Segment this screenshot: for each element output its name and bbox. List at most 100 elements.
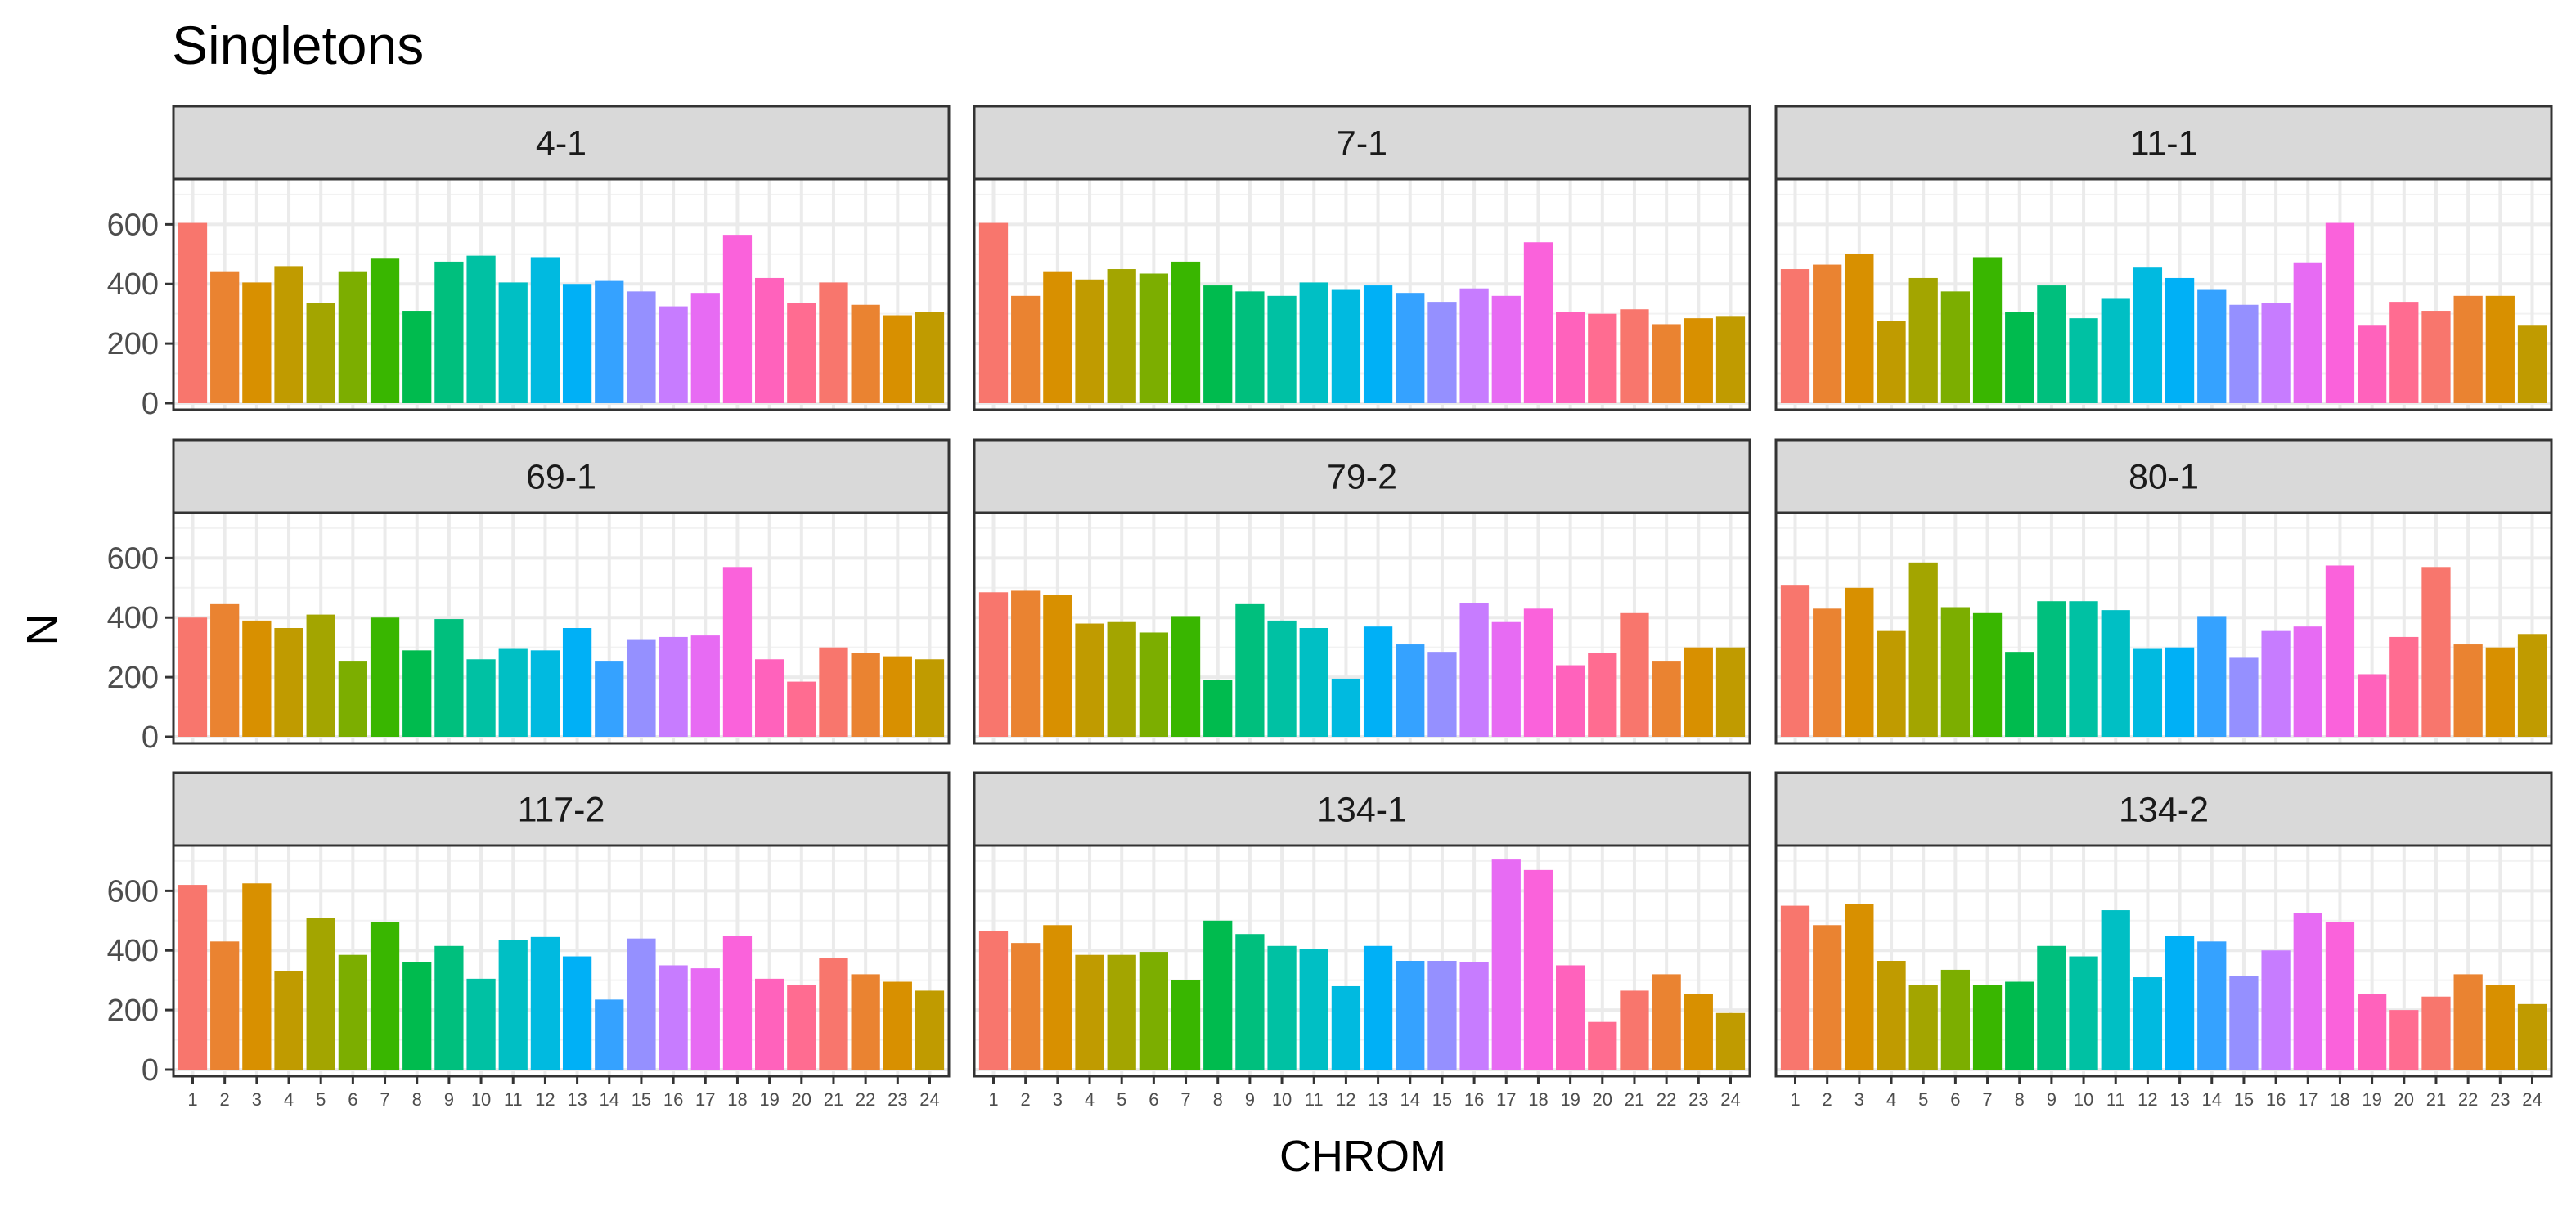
x-tick-label: 8 [1213, 1089, 1223, 1110]
bar-79-2-chrom-8 [1203, 680, 1233, 737]
bar-79-2-chrom-24 [1715, 647, 1746, 737]
bar-69-1-chrom-20 [787, 681, 816, 737]
bar-79-2-chrom-12 [1331, 678, 1361, 737]
bar-69-1-chrom-4 [274, 628, 303, 737]
panel-border [973, 511, 1751, 745]
x-tick-label: 19 [2362, 1089, 2381, 1110]
bar-80-1-chrom-2 [1813, 608, 1842, 737]
bar-134-2-chrom-21 [2421, 996, 2451, 1070]
bar-134-2-chrom-20 [2389, 1010, 2419, 1070]
bar-4-1-chrom-6 [338, 271, 367, 403]
bar-4-1-chrom-18 [722, 235, 753, 403]
bar-11-1-chrom-21 [2421, 311, 2451, 403]
x-tick-label: 21 [824, 1089, 843, 1110]
bar-134-1-chrom-24 [1715, 1012, 1746, 1070]
bar-79-2-chrom-9 [1235, 604, 1265, 737]
bar-11-1-chrom-13 [2165, 277, 2195, 403]
bar-69-1-chrom-19 [755, 659, 784, 737]
bar-134-1-chrom-5 [1107, 954, 1136, 1070]
bar-7-1-chrom-12 [1331, 289, 1361, 403]
x-tick-label: 11 [504, 1089, 523, 1110]
bar-134-1-chrom-2 [1011, 943, 1041, 1070]
x-tick-label: 6 [348, 1089, 357, 1110]
bar-11-1-chrom-6 [1940, 291, 1970, 403]
x-tick-label: 4 [284, 1089, 294, 1110]
x-tick-label: 21 [2426, 1089, 2446, 1110]
facet-strip [973, 771, 1751, 847]
x-tick-label: 1 [1790, 1089, 1800, 1110]
bar-134-1-chrom-4 [1075, 954, 1104, 1070]
facet-strip-label: 80-1 [2129, 458, 2199, 497]
x-tick-label: 15 [632, 1089, 651, 1110]
x-tick-label: 2 [1021, 1089, 1031, 1110]
bar-7-1-chrom-4 [1075, 279, 1104, 403]
x-tick-label: 11 [2106, 1089, 2125, 1110]
bar-79-2-chrom-22 [1652, 661, 1681, 737]
x-tick-label: 2 [220, 1089, 230, 1110]
x-tick-label: 1 [988, 1089, 998, 1110]
facet-panel-7-1: 7-1 [973, 105, 1751, 411]
bar-79-2-chrom-23 [1684, 647, 1713, 737]
bar-7-1-chrom-21 [1620, 309, 1649, 403]
x-tick-label: 3 [1053, 1089, 1063, 1110]
bar-69-1-chrom-12 [530, 650, 560, 737]
bar-4-1-chrom-15 [627, 291, 656, 403]
bar-134-2-chrom-17 [2293, 913, 2322, 1070]
bar-11-1-chrom-20 [2389, 302, 2419, 403]
bar-7-1-chrom-14 [1396, 293, 1425, 403]
x-tick-label: 23 [888, 1089, 907, 1110]
bar-69-1-chrom-9 [434, 619, 464, 737]
bar-134-2-chrom-16 [2261, 950, 2291, 1070]
x-tick-label: 24 [919, 1089, 939, 1110]
bar-7-1-chrom-13 [1363, 285, 1393, 403]
x-tick-label: 18 [2330, 1089, 2349, 1110]
bar-134-2-chrom-24 [2517, 1003, 2547, 1070]
y-tick-label: 0 [142, 387, 159, 421]
facet-strip-label: 134-2 [2119, 791, 2209, 830]
facet-panel-134-2: 134-21 2 3 4 5 6 7 8 9 10 11 12 13 14 15 16 17 18 19 20 21 22… [1774, 771, 2553, 1110]
bar-11-1-chrom-16 [2261, 303, 2291, 403]
x-tick-label: 7 [380, 1089, 389, 1110]
bar-80-1-chrom-21 [2421, 567, 2451, 737]
bar-7-1-chrom-20 [1588, 313, 1617, 403]
bar-7-1-chrom-23 [1684, 318, 1713, 403]
bar-4-1-chrom-23 [883, 315, 912, 403]
x-tick-label: 20 [2394, 1089, 2414, 1110]
bar-134-1-chrom-17 [1491, 859, 1521, 1070]
bar-4-1-chrom-2 [210, 271, 240, 403]
bar-4-1-chrom-20 [787, 303, 816, 403]
bar-11-1-chrom-24 [2517, 325, 2547, 403]
bar-4-1-chrom-12 [530, 257, 560, 403]
bar-4-1-chrom-11 [498, 282, 528, 403]
bar-79-2-chrom-10 [1267, 620, 1297, 737]
bar-79-2-chrom-2 [1011, 590, 1041, 737]
bar-11-1-chrom-22 [2453, 295, 2483, 403]
x-tick-label: 15 [1432, 1089, 1452, 1110]
x-tick-label: 5 [1117, 1089, 1126, 1110]
bar-134-1-chrom-20 [1588, 1021, 1617, 1070]
bar-79-2-chrom-17 [1491, 621, 1521, 737]
bar-7-1-chrom-2 [1011, 295, 1041, 403]
bar-134-1-chrom-12 [1331, 985, 1361, 1070]
bar-69-1-chrom-15 [627, 639, 656, 737]
bar-117-2-chrom-9 [434, 945, 464, 1070]
bar-69-1-chrom-16 [659, 636, 688, 737]
bar-7-1-chrom-3 [1043, 271, 1072, 403]
facet-strip-label: 117-2 [518, 791, 605, 830]
x-tick-label: 16 [1464, 1089, 1484, 1110]
bar-11-1-chrom-12 [2133, 267, 2163, 403]
bar-134-1-chrom-11 [1299, 949, 1328, 1070]
bar-80-1-chrom-15 [2229, 657, 2259, 737]
bar-11-1-chrom-7 [1972, 257, 2003, 403]
x-tick-label: 4 [1085, 1089, 1095, 1110]
bar-117-2-chrom-8 [402, 962, 432, 1070]
bar-80-1-chrom-8 [2005, 652, 2034, 737]
bar-134-2-chrom-19 [2358, 994, 2387, 1070]
x-tick-label: 8 [2015, 1089, 2025, 1110]
x-tick-label: 24 [1720, 1089, 1740, 1110]
bar-117-2-chrom-15 [627, 938, 656, 1070]
bar-80-1-chrom-13 [2165, 647, 2195, 737]
bar-134-1-chrom-15 [1427, 961, 1457, 1070]
facet-strip-label: 69-1 [526, 458, 596, 497]
